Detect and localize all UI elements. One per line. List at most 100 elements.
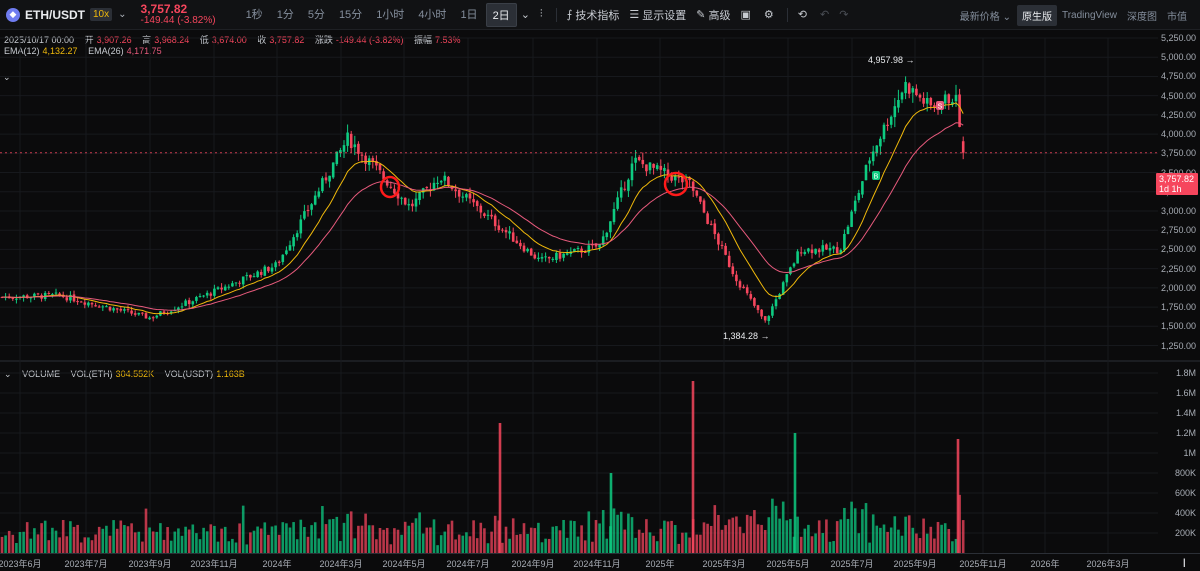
candle-body [22, 295, 25, 298]
interval-tab[interactable]: 1小时 [376, 8, 405, 21]
candle-body [407, 204, 411, 206]
collapse-indicators-icon[interactable]: ⌄ [3, 72, 11, 82]
candle-body [216, 287, 220, 289]
volume-bar [90, 540, 94, 553]
candle-body [551, 258, 555, 260]
volume-bar [169, 540, 173, 553]
candle-body [51, 294, 54, 296]
chevron-down-icon: ⌄ [1002, 12, 1011, 23]
candle-body [205, 292, 209, 296]
interval-tab[interactable]: 15分 [338, 8, 363, 21]
volume-bar [285, 523, 288, 553]
candle-body [321, 178, 324, 192]
volume-bar [793, 433, 797, 553]
volume-bar [454, 539, 457, 553]
candle-body [565, 253, 569, 255]
tab-native[interactable]: 原生版 [1016, 5, 1057, 26]
annotation-circle[interactable] [379, 175, 401, 199]
volume-bar [738, 526, 742, 553]
candle-body [821, 245, 825, 252]
symbol-name[interactable]: ETH/USDT [25, 7, 85, 22]
volume-bar [133, 532, 137, 553]
volume-bar [479, 522, 483, 553]
volume-bar [749, 516, 753, 553]
volume-bar [472, 520, 475, 553]
interval-tab[interactable]: 1秒 [245, 8, 263, 21]
interval-tab[interactable]: 5分 [307, 8, 325, 21]
candle-body [393, 188, 396, 194]
candle-body [490, 214, 493, 217]
volume-bar [562, 519, 565, 553]
price-tick: 4,500.00 [1160, 90, 1196, 101]
ema26-label: EMA(26) [88, 46, 124, 56]
volume-tick: 1M [1183, 448, 1196, 458]
volume-bar [342, 522, 346, 553]
settings-button[interactable]: ⚙ [764, 8, 777, 21]
advanced-button[interactable]: ✎ 高级 [696, 7, 730, 23]
candle-body [306, 209, 310, 211]
open-label: 开 [84, 35, 94, 45]
volume-bar [461, 535, 465, 553]
candle-body [933, 105, 936, 108]
volume-bar [637, 529, 641, 553]
interval-tab[interactable]: 4小时 [418, 8, 447, 21]
volume-bar [594, 520, 598, 553]
candle-body [133, 313, 137, 315]
candle-body [479, 205, 483, 213]
interval-dropdown-icon[interactable]: ⌄ [520, 9, 530, 21]
volume-bar [353, 538, 357, 553]
interval-tab[interactable]: 2日 [485, 2, 517, 27]
chevron-down-icon[interactable]: ⌄ [118, 9, 127, 20]
annotation-circle[interactable] [663, 171, 689, 197]
display-settings-button[interactable]: ☰ 显示设置 [629, 7, 686, 23]
sell-marker-icon[interactable] [936, 101, 944, 110]
candle-body [691, 181, 695, 191]
reset-button[interactable]: ⟲ [798, 8, 810, 21]
candle-body [738, 281, 742, 288]
candle-body [929, 98, 933, 106]
candle-body [112, 308, 115, 311]
candle-body [87, 302, 90, 306]
leverage-badge[interactable]: 10x [90, 8, 113, 21]
volume-bar [382, 529, 385, 553]
tab-depth[interactable]: 深度图 [1127, 12, 1157, 23]
candle-body [619, 187, 623, 198]
redo-button[interactable]: ↷ [839, 8, 848, 21]
latest-price-toggle[interactable]: 最新价格 ⌄ [960, 8, 1011, 23]
candle-body [25, 295, 29, 299]
volume-bar [396, 529, 400, 553]
candle-body [540, 257, 544, 259]
candle-body [497, 225, 501, 230]
candle-body [288, 245, 292, 251]
candle-body [238, 282, 241, 284]
indicators-button[interactable]: ⨍ 技术指标 [567, 7, 620, 23]
tab-marketcap[interactable]: 市值 [1167, 12, 1187, 23]
candle-body [807, 248, 810, 252]
tab-tradingview[interactable]: TradingView [1061, 10, 1117, 21]
symbol-selector[interactable]: ◆ ETH/USDT 10x ⌄ [6, 7, 127, 22]
volume-bar [277, 534, 281, 553]
volume-bar [598, 523, 601, 553]
volume-bar [400, 534, 403, 553]
undo-button[interactable]: ↶ [820, 8, 829, 21]
volume-legend[interactable]: ⌄ VOLUME VOL(ETH) 304.552K VOL(USDT) 1.163… [4, 369, 253, 380]
buy-marker-icon[interactable] [872, 171, 880, 180]
volume-bar [220, 528, 223, 553]
volume-bar [403, 521, 407, 553]
chart-type-button[interactable]: ⫶ [540, 8, 546, 21]
candle-body [439, 180, 443, 183]
interval-tab[interactable]: 1日 [460, 8, 478, 21]
volume-bar [79, 542, 83, 553]
candle-body [666, 169, 670, 176]
candle-body [882, 124, 886, 140]
volume-bar [11, 534, 15, 553]
volume-bar [958, 494, 961, 553]
low-marker-value: 1,384.28 [723, 331, 759, 341]
volume-collapse-icon[interactable]: ⌄ [4, 369, 12, 379]
candle-body [677, 176, 681, 178]
interval-tab[interactable]: 1分 [276, 8, 294, 21]
candle-body [688, 177, 691, 181]
screenshot-button[interactable]: ▣ [740, 8, 753, 21]
ema-legend[interactable]: EMA(12) 4,132.27 EMA(26) 4,171.75 [4, 46, 170, 56]
